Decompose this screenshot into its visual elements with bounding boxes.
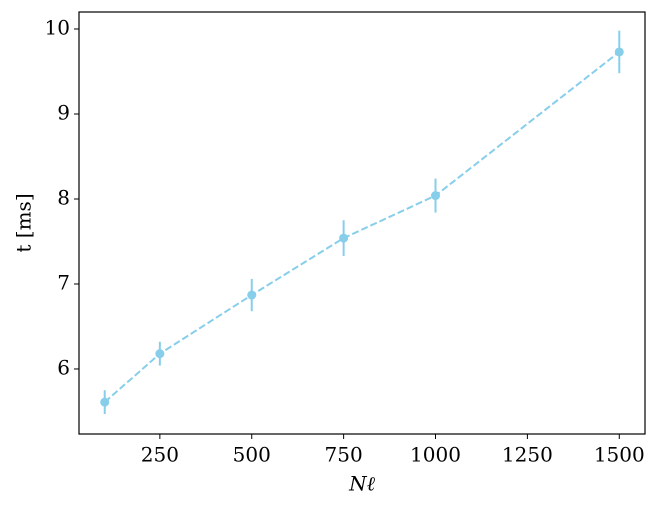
plot-frame — [78, 11, 646, 435]
x-tick-label: 1250 — [502, 443, 553, 467]
y-tick-label: 10 — [45, 15, 70, 39]
y-tick-label: 9 — [57, 100, 70, 124]
x-axis-label: Nℓ — [348, 472, 376, 496]
x-tick-label: 250 — [141, 443, 179, 467]
x-tick-label: 500 — [233, 443, 271, 467]
data-point — [431, 191, 441, 201]
y-tick-label: 6 — [57, 355, 70, 379]
y-tick-label: 7 — [57, 270, 70, 294]
data-point — [100, 397, 110, 407]
data-point — [339, 233, 349, 243]
x-tick-label: 1000 — [410, 443, 461, 467]
x-tick-label: 1500 — [594, 443, 645, 467]
data-point — [614, 47, 624, 57]
series-line — [104, 51, 620, 403]
data-point — [155, 349, 165, 359]
y-axis-label: t [ms] — [12, 193, 36, 252]
y-tick-label: 8 — [57, 185, 70, 209]
x-tick-label: 750 — [325, 443, 363, 467]
data-point — [247, 290, 257, 300]
